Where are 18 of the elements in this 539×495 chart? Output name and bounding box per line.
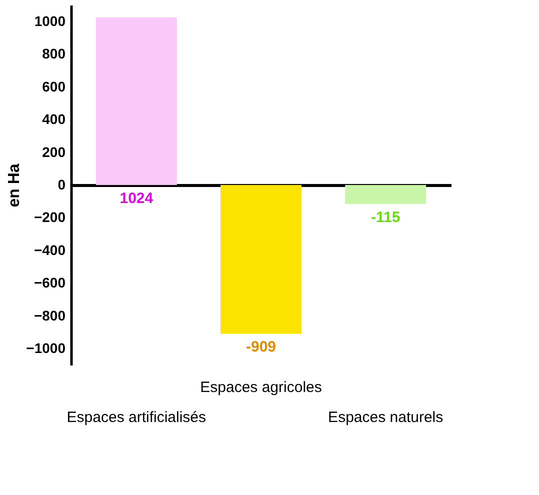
y-tick-label: 1000 <box>34 12 66 29</box>
y-tick-label: 800 <box>42 46 66 62</box>
y-tick-label: 0 <box>58 176 66 192</box>
x-tick-label: Espaces agricoles <box>200 379 322 396</box>
data-label: -909 <box>246 338 276 356</box>
y-tick-label: 400 <box>42 111 66 128</box>
y-tick-label: 600 <box>42 78 66 94</box>
y-tick-label: −600 <box>34 274 66 291</box>
x-tick-label: Espaces naturels <box>328 409 444 426</box>
y-tick-label: −800 <box>34 307 66 324</box>
data-label: -115 <box>370 208 400 226</box>
y-tick-label: −200 <box>34 209 66 226</box>
y-tick-label: 200 <box>42 144 66 160</box>
y-tick-label: −400 <box>34 242 66 258</box>
y-tick-label: −1000 <box>26 340 66 356</box>
data-label: 1024 <box>120 190 154 207</box>
x-tick-label: Espaces artificialisés <box>66 409 206 426</box>
y-axis-title: en Ha <box>6 164 24 208</box>
